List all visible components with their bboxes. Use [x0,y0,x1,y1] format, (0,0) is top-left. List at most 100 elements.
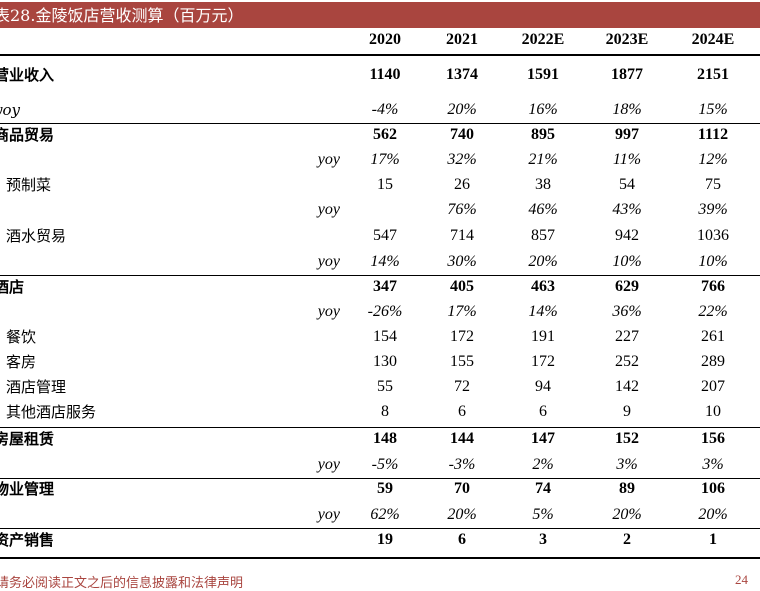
table-cell: 6 [539,403,547,420]
table-cell: 144 [450,430,474,447]
row-label: 房屋租赁 [0,430,55,448]
header-rule [0,54,760,56]
row-label: 客房 [6,353,37,371]
section-rule [0,427,760,428]
table-cell: 155 [450,353,474,370]
table-cell: 20% [528,253,558,270]
row-label: 其他酒店服务 [6,403,97,421]
table-cell: 54 [619,176,635,193]
column-header: 2024E [691,31,735,48]
row-label: 预制菜 [6,176,52,194]
table-cell: -4% [371,101,399,118]
table-cell: 30% [447,253,477,270]
table-cell: 148 [373,430,397,447]
yoy-label: yoy [317,303,340,320]
yoy-label: yoy [317,456,340,473]
table-cell: 20% [447,101,477,118]
table-cell: 94 [535,378,551,395]
table-cell: 1877 [611,66,643,83]
table-cell: 17% [370,151,400,168]
table-cell: 70 [454,480,470,497]
bottom-rule [0,557,760,559]
table-cell: 1112 [697,126,729,143]
table-cell: 76% [447,201,477,218]
table-cell: 172 [531,353,555,370]
section-rule [0,123,760,124]
row-label: 酒水贸易 [6,227,67,245]
table-cell: 12% [698,151,728,168]
table-cell: 629 [615,278,639,295]
table-cell: 142 [615,378,639,395]
table-cell: 16% [528,101,558,118]
table-cell: 20% [447,506,477,523]
table-cell: 289 [701,353,725,370]
table-cell: 154 [373,328,397,345]
yoy-label: yoy [317,506,340,523]
table-cell: 1374 [446,66,478,83]
table-cell: 1036 [697,227,729,244]
column-header: 2023E [605,31,649,48]
table-cell: 2% [532,456,554,473]
table-cell: 2151 [697,66,729,83]
table-cell: 1591 [527,66,559,83]
table-cell: 130 [373,353,397,370]
table-cell: 17% [447,303,477,320]
table-cell: 18% [612,101,642,118]
table-cell: 714 [450,227,474,244]
table-cell: 1 [709,531,717,548]
yoy-label: yoy [317,253,340,270]
table-cell: 3 [539,531,547,548]
row-label: 酒店 [0,278,25,296]
table-cell: 156 [701,430,725,447]
table-cell: 43% [612,201,642,218]
table-cell: 547 [373,227,397,244]
table-cell: 15% [698,101,728,118]
table-cell: 14% [528,303,558,320]
page-number: 24 [735,572,748,587]
row-label: 营业收入 [0,66,55,84]
table-cell: 895 [531,126,555,143]
row-label: 物业管理 [0,480,55,498]
table-title: 表28.金陵饭店营收测算（百万元） [0,6,244,25]
row-label: 商品贸易 [0,126,55,144]
row-label: yoy [0,101,20,119]
table-cell: 3% [616,456,638,473]
table-cell: 463 [531,278,555,295]
table-cell: 9 [623,403,631,420]
table-cell: 172 [450,328,474,345]
table-cell: 72 [454,378,470,395]
column-header: 2020 [369,31,401,48]
table-cell: 26 [454,176,470,193]
table-cell: 36% [612,303,642,320]
table-cell: 857 [531,227,555,244]
table-title-bar: 表28.金陵饭店营收测算（百万元） [0,2,760,28]
row-label: 餐饮 [6,328,37,346]
table-cell: -26% [367,303,403,320]
table-cell: 19 [377,531,393,548]
table-cell: 261 [701,328,725,345]
table-cell: 942 [615,227,639,244]
table-cell: 89 [619,480,635,497]
table-cell: 10% [698,253,728,270]
table-cell: 6 [458,403,466,420]
table-cell: 8 [381,403,389,420]
table-cell: 74 [535,480,551,497]
table-cell: 46% [528,201,558,218]
table-cell: 20% [612,506,642,523]
table-cell: 20% [698,506,728,523]
table-cell: 11% [612,151,642,168]
table-cell: 347 [373,278,397,295]
table-cell: 740 [450,126,474,143]
column-header: 2022E [521,31,565,48]
table-cell: 15 [377,176,393,193]
table-cell: 32% [447,151,477,168]
table-cell: 2 [623,531,631,548]
section-rule [0,478,760,479]
table-cell: 3% [702,456,724,473]
table-cell: 766 [701,278,725,295]
table-cell: 227 [615,328,639,345]
column-header: 2021 [446,31,478,48]
table-cell: 405 [450,278,474,295]
table-cell: 14% [370,253,400,270]
table-cell: -3% [448,456,476,473]
